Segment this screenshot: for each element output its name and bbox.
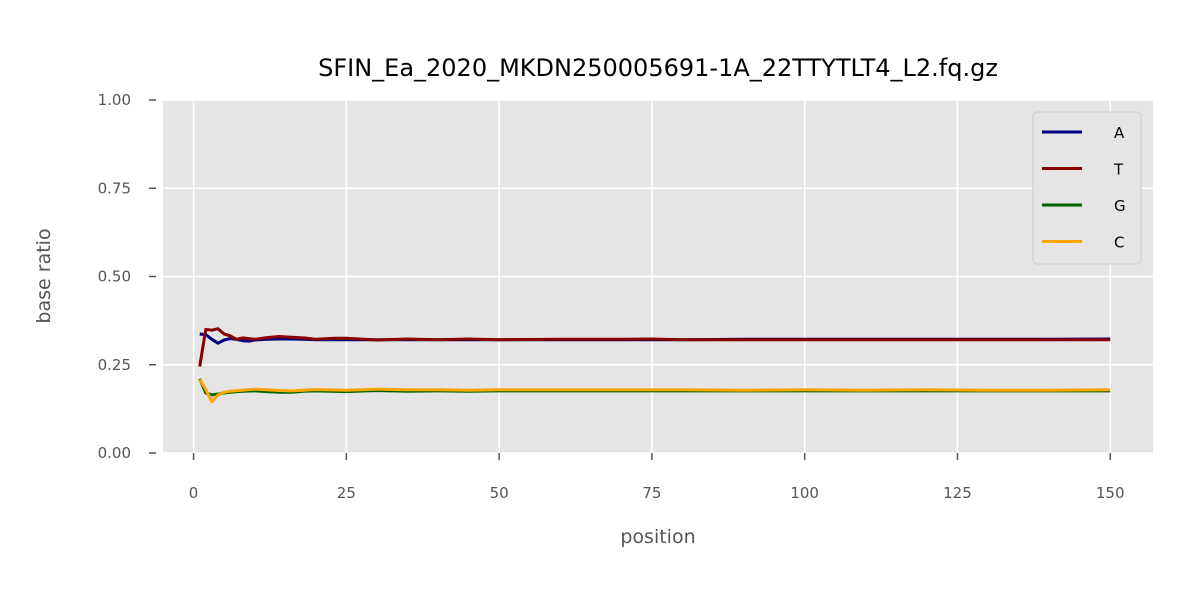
legend: A TG C [1032,111,1142,265]
y-tick-label: 0.25 [98,356,131,374]
x-axis-label: position [620,526,695,548]
grid [163,99,1153,454]
y-axis-label: base ratio [33,228,55,323]
x-tick-label: 75 [642,484,661,502]
y-tick-label: 0.75 [98,179,131,197]
x-tick-label: 0 [189,484,199,502]
x-tick-label: 100 [790,484,819,502]
legend-label-A: A [1114,124,1125,142]
legend-box [1032,111,1142,265]
series-line-C [198,378,1111,404]
chart-title: SFIN_Ea_2020_MKDN250005691-1A_22TTYTLT4_… [318,54,998,82]
y-tick-label: 1.00 [98,91,131,109]
x-tick-label: 150 [1096,484,1125,502]
y-tick-label: 0.00 [98,444,131,462]
legend-label-G: G [1114,197,1126,215]
series-line-T [198,327,1111,367]
x-tick-label: 125 [943,484,972,502]
legend-label-T: T [1113,161,1124,179]
series-lines [198,327,1111,404]
axis-ticks: 0 25 50 75 100 125 150 0.00 0.25 0.50 0.75 1.00 [98,91,1125,502]
y-tick-label: 0.50 [98,268,131,286]
x-tick-label: 25 [337,484,356,502]
legend-label-C: C [1114,234,1124,252]
x-tick-label: 50 [490,484,509,502]
